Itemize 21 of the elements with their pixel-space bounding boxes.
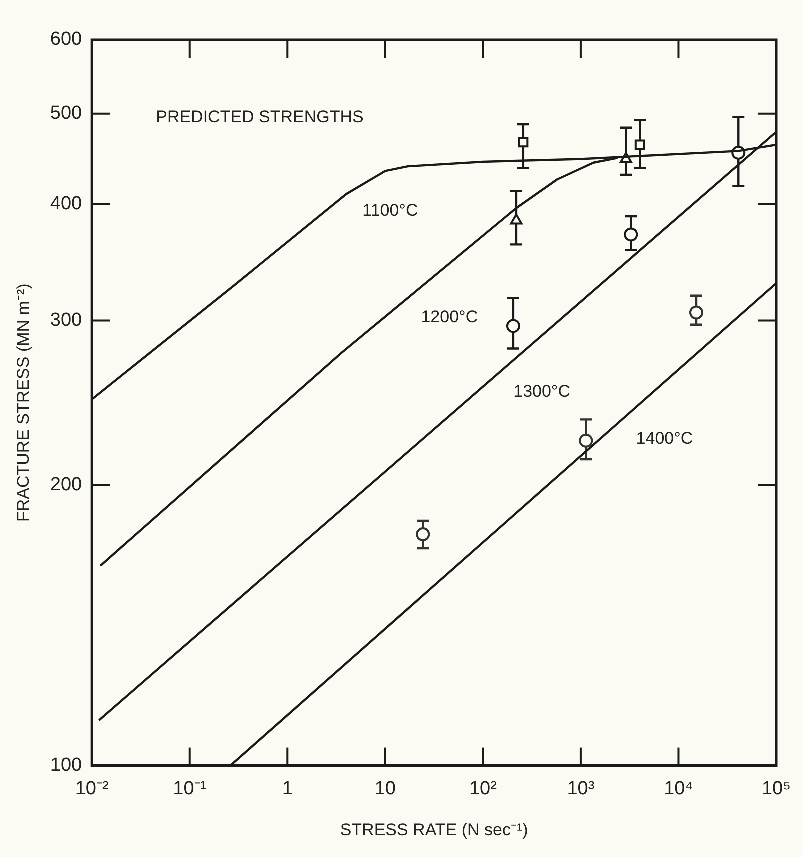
x-tick-label: 10³ [567, 778, 595, 800]
y-tick-label: 200 [50, 474, 82, 496]
x-axis-title: STRESS RATE (N sec⁻¹) [340, 820, 528, 840]
x-tick-label: 10⁻¹ [173, 778, 207, 800]
annotation: 1300°C [514, 382, 571, 402]
y-tick-label: 300 [50, 310, 82, 332]
x-tick-label: 1 [282, 778, 293, 800]
y-tick-label: 100 [50, 755, 82, 776]
x-tick-label: 10 [374, 778, 396, 800]
annotation: 1400°C [636, 428, 694, 448]
x-tick-label: 10⁻² [75, 778, 109, 800]
annotation: PREDICTED STRENGTHS [156, 108, 364, 127]
x-tick-label: 10² [469, 778, 497, 800]
y-axis-title: FRACTURE STRESS (MN m⁻²) [14, 284, 33, 522]
annotation: 1100°C [362, 200, 418, 220]
y-tick-label: 400 [50, 193, 82, 214]
y-tick-label: 600 [50, 29, 82, 50]
y-tick-label: 500 [50, 103, 82, 124]
x-tick-label: 10⁵ [762, 778, 792, 800]
x-tick-label: 10⁴ [664, 778, 694, 800]
annotation: 1200°C [421, 307, 478, 326]
